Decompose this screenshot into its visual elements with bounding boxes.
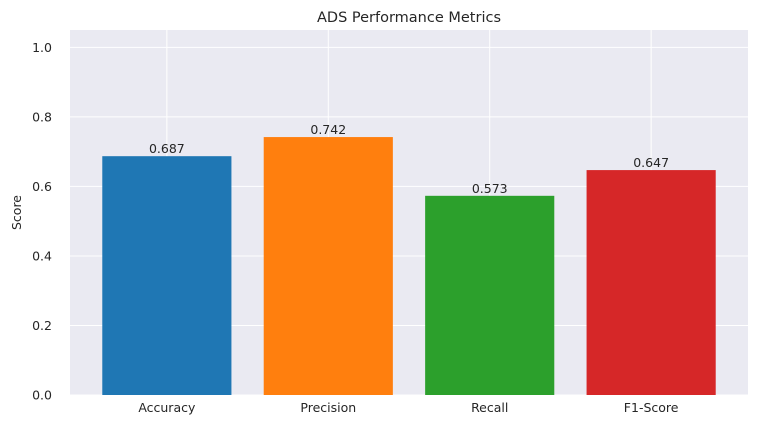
x-tick-label: Precision [300,400,356,415]
y-tick-label: 1.0 [32,40,52,55]
bar-value-label: 0.647 [633,155,669,170]
x-tick-label: Recall [471,400,508,415]
bar-value-label: 0.742 [310,122,346,137]
bar-accuracy [102,156,232,395]
bar-value-label: 0.687 [149,141,185,156]
chart-title: ADS Performance Metrics [317,10,501,26]
y-tick-label: 0.4 [32,248,52,263]
y-tick-label: 0.2 [32,318,52,333]
bars [102,137,716,396]
y-tick-label: 0.6 [32,179,52,194]
bar-precision [263,137,393,396]
x-tick-label: Accuracy [138,400,196,415]
bar-value-label: 0.573 [472,181,508,196]
x-tick-label: F1-Score [624,400,679,415]
bar-f1-score [586,170,716,395]
y-axis-label: Score [9,195,24,230]
bar-recall [425,195,555,395]
y-tick-label: 0.0 [32,388,52,403]
y-tick-label: 0.8 [32,109,52,124]
y-axis-ticks: 0.0 0.2 0.4 0.6 0.8 1.0 [32,40,52,403]
bar-value-labels: 0.687 0.742 0.573 0.647 [149,122,669,196]
x-axis-ticks: Accuracy Precision Recall F1-Score [138,400,678,415]
